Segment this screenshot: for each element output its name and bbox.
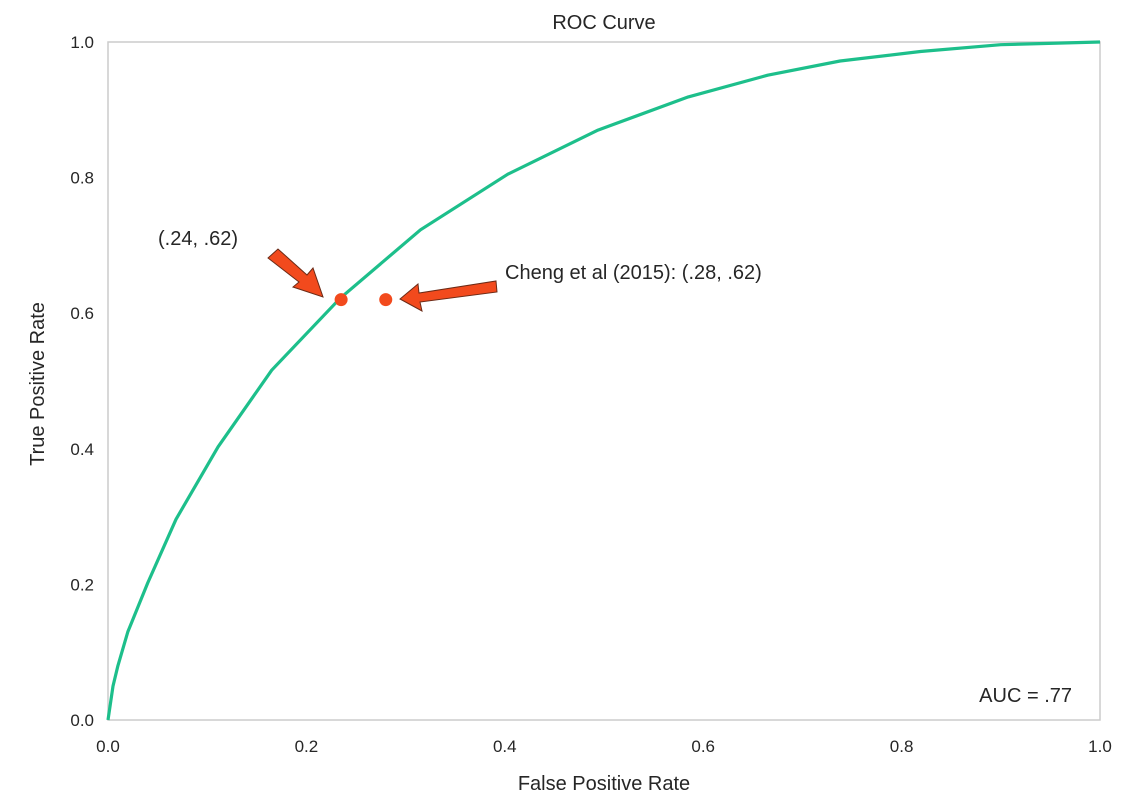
y-tick-label: 0.0 (70, 711, 94, 730)
x-tick-label: 0.0 (96, 737, 120, 756)
y-tick-label: 0.2 (70, 575, 94, 594)
x-tick-label: 0.4 (493, 737, 517, 756)
x-axis-label: False Positive Rate (518, 773, 690, 795)
y-tick-label: 0.6 (70, 304, 94, 323)
auc-annotation: AUC = .77 (979, 685, 1072, 707)
y-tick-label: 0.4 (70, 440, 94, 459)
x-tick-label: 1.0 (1088, 737, 1112, 756)
arrow-left-annotation (267, 248, 324, 298)
point-label-right: Cheng et al (2015): (.28, .62) (505, 262, 762, 284)
x-tick-label: 0.2 (295, 737, 319, 756)
points-layer (334, 293, 393, 307)
x-tick-label: 0.8 (890, 737, 914, 756)
series-layer (106, 40, 1101, 721)
arrow-right-annotation (399, 280, 498, 312)
y-tick-label: 1.0 (70, 33, 94, 52)
x-tick-labels: 0.0 0.2 0.4 0.6 0.8 1.0 (96, 737, 1112, 756)
y-tick-labels: 0.0 0.2 0.4 0.6 0.8 1.0 (70, 33, 94, 730)
highlight-point (334, 293, 348, 307)
point-label-left: (.24, .62) (158, 228, 238, 250)
y-tick-label: 0.8 (70, 169, 94, 188)
plot-frame (107, 41, 1101, 721)
x-tick-label: 0.6 (691, 737, 715, 756)
chart-title: ROC Curve (552, 12, 655, 34)
highlight-point (379, 293, 393, 307)
roc-curve-line (106, 40, 1101, 721)
y-axis-label: True Positive Rate (27, 302, 49, 466)
